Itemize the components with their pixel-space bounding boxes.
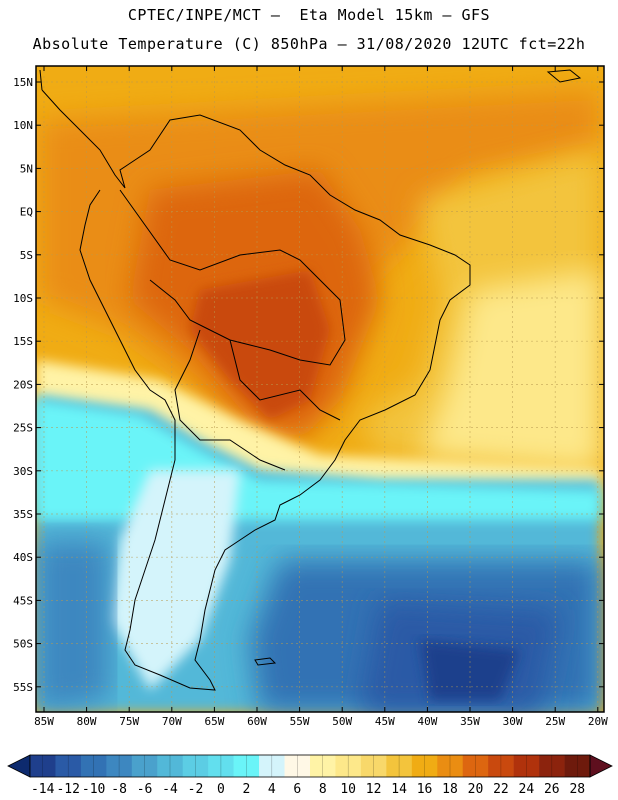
field-hot-core <box>190 270 330 420</box>
colorbar-swatch <box>233 755 260 777</box>
colorbar-frame <box>29 754 591 778</box>
colorbar-swatch <box>157 755 184 777</box>
map-title: CPTEC/INPE/MCT – Eta Model 15km – GFS <box>127 6 491 24</box>
colorbar-swatch <box>411 755 438 777</box>
colorbar-swatch <box>30 755 56 777</box>
colorbar-tick-label: 4 <box>268 782 276 797</box>
lat-label: EQ <box>20 206 33 219</box>
field-coldest <box>420 640 520 700</box>
colorbar-tick-label: 12 <box>366 782 382 797</box>
lat-label: 10N <box>13 119 33 132</box>
map-subtitle: Absolute Temperature (C) 850hPa – 31/08/… <box>32 35 586 53</box>
temperature-field <box>36 66 604 712</box>
colorbar-tick-label: 14 <box>391 782 407 797</box>
south-america-coast <box>41 89 471 691</box>
colorbar-swatch <box>310 755 336 777</box>
lat-label: 45S <box>13 594 33 607</box>
lon-label: 35W <box>460 715 480 728</box>
colorbar <box>7 754 613 778</box>
lat-label: 50S <box>13 638 33 651</box>
colorbar-swatch <box>564 755 591 777</box>
colorbar-tick-label: 16 <box>417 782 433 797</box>
colorbar-tick-label: -8 <box>111 782 127 797</box>
colorbar-tick-labels: -14 -12 -10 -8 -6 -4 -2 0 2 4 6 8 10 12 14 16 18 20 22 24 26… <box>31 782 585 797</box>
lon-label: 45W <box>375 715 395 728</box>
colorbar-tick-label: 24 <box>519 782 535 797</box>
colorbar-tick-label: 22 <box>493 782 509 797</box>
colorbar-tick-label: 26 <box>544 782 560 797</box>
latitude-labels: 15N 10N 5N EQ 5S 10S 15S 20S 25S 30S 35S 40S 45S 50S 5… <box>13 76 33 694</box>
national-borders <box>119 189 346 366</box>
lat-label: 10S <box>13 292 33 305</box>
colorbar-swatch <box>437 755 464 777</box>
central-america-coast <box>39 69 43 91</box>
lon-label: 60W <box>247 715 267 728</box>
colorbar-tick-label: 28 <box>569 782 585 797</box>
colorbar-tick-label: -12 <box>56 782 79 797</box>
lon-label: 65W <box>204 715 224 728</box>
field-pacific-blue <box>36 540 110 712</box>
colorbar-swatch <box>55 755 82 777</box>
colorbar-tick-label: 10 <box>340 782 356 797</box>
lon-label: 20W <box>588 715 608 728</box>
colorbar-tick-label: 0 <box>217 782 225 797</box>
lat-label: 40S <box>13 551 33 564</box>
lon-label: 80W <box>77 715 97 728</box>
lat-label: 5S <box>20 249 33 262</box>
colorbar-high-arrow <box>589 754 613 778</box>
caribbean-island <box>546 69 582 83</box>
colorbar-swatch <box>208 755 234 777</box>
colorbar-tick-label: 20 <box>468 782 484 797</box>
coastlines <box>39 69 582 691</box>
colorbar-swatch <box>488 755 514 777</box>
colorbar-swatch <box>335 755 362 777</box>
lat-label: 55S <box>13 681 33 694</box>
lat-label: 15S <box>13 335 33 348</box>
colorbar-swatch <box>80 755 107 777</box>
lon-label: 40W <box>417 715 437 728</box>
borders-south <box>174 329 286 471</box>
field-andes-pale <box>110 470 240 690</box>
colorbar-tick-label: -4 <box>162 782 178 797</box>
map-frame <box>35 65 605 713</box>
lon-label: 75W <box>119 715 139 728</box>
colorbar-tick-label: -10 <box>82 782 105 797</box>
lon-label: 25W <box>545 715 565 728</box>
lat-label: 5N <box>20 162 33 175</box>
colorbar-swatch <box>284 755 311 777</box>
colorbar-swatch <box>386 755 413 777</box>
lon-label: 85W <box>34 715 54 728</box>
colorbar-tick-label: -14 <box>31 782 55 797</box>
axis-ticks <box>36 66 604 712</box>
colorbar-swatch <box>182 755 209 777</box>
colorbar-tick-label: 6 <box>293 782 301 797</box>
lon-label: 55W <box>290 715 310 728</box>
colorbar-swatch <box>462 755 489 777</box>
colorbar-swatch <box>360 755 387 777</box>
borders-paraguay <box>229 339 341 421</box>
colorbar-tick-label: 8 <box>319 782 327 797</box>
falklands <box>254 657 277 666</box>
lon-label: 70W <box>162 715 182 728</box>
lat-label: 30S <box>13 465 33 478</box>
lat-label: 25S <box>13 422 33 435</box>
colorbar-tick-label: -2 <box>188 782 204 797</box>
colorbar-swatch <box>259 755 285 777</box>
lat-label: 20S <box>13 378 33 391</box>
colorbar-swatch <box>106 755 133 777</box>
colorbar-swatch <box>131 755 158 777</box>
lon-label: 30W <box>503 715 523 728</box>
colorbar-swatch <box>513 755 540 777</box>
field-light-yellow <box>420 270 600 470</box>
colorbar-tick-label: 2 <box>242 782 250 797</box>
lon-label: 50W <box>332 715 352 728</box>
colorbar-tick-label: 18 <box>442 782 458 797</box>
longitude-labels: 85W 80W 75W 70W 65W 60W 55W 50W 45W 40W 35W 30W 25W 2… <box>34 715 608 728</box>
colorbar-swatch <box>539 755 565 777</box>
colorbar-low-arrow <box>7 754 31 778</box>
colorbar-tick-label: -6 <box>137 782 153 797</box>
lat-label: 35S <box>13 508 33 521</box>
lat-label: 15N <box>13 76 33 89</box>
